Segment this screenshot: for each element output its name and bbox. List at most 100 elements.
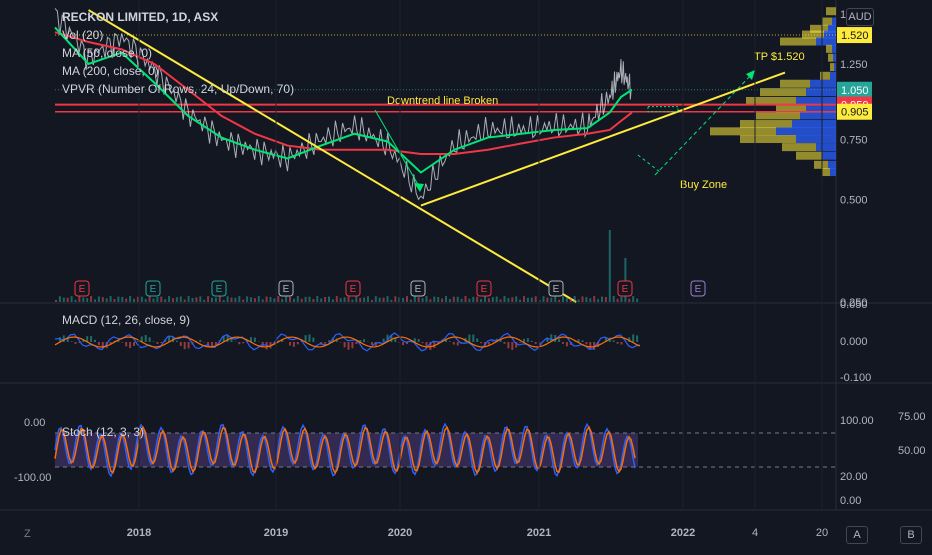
volume-bar (324, 297, 326, 302)
symbol-title[interactable]: RECKON LIMITED, 1D, ASX (62, 8, 294, 26)
stoch-right-tick: 100.00 (840, 415, 874, 427)
earnings-marker[interactable]: E (477, 281, 491, 296)
vpvr-bar-down (780, 80, 810, 88)
volume-bar (125, 299, 127, 302)
volume-bar (293, 299, 295, 302)
macd-histogram-bar (293, 342, 295, 347)
earnings-marker[interactable]: E (549, 281, 563, 296)
volume-bar (554, 296, 556, 302)
vpvr-bar-down (826, 7, 836, 15)
macd-histogram-bar (589, 342, 591, 349)
auto-scale-button[interactable]: A (846, 526, 868, 544)
macd-histogram-bar (402, 342, 404, 345)
volume-bar (94, 299, 96, 302)
macd-histogram-bar (355, 342, 357, 344)
volume-bar (129, 296, 131, 302)
macd-histogram-bar (254, 338, 256, 342)
earnings-marker[interactable]: E (411, 281, 425, 296)
log-scale-button[interactable]: B (900, 526, 922, 544)
vpvr-bar-up (792, 120, 836, 128)
volume-bar (160, 297, 162, 302)
time-tick-label: 20 (816, 527, 828, 539)
vpvr-bar-up (776, 127, 836, 135)
macd-histogram-bar (348, 342, 350, 350)
earnings-marker[interactable]: E (75, 281, 89, 296)
volume-bar (476, 297, 478, 302)
earnings-marker-label: E (622, 284, 629, 295)
volume-bar (312, 299, 314, 302)
volume-bar (609, 230, 611, 302)
volume-bar (496, 296, 498, 302)
macd-histogram-bar (472, 335, 474, 342)
earnings-marker-label: E (415, 284, 422, 295)
vpvr-bar-down (814, 161, 828, 169)
volume-bar (164, 299, 166, 302)
macd-histogram-bar (566, 342, 568, 346)
volume-bar (632, 296, 634, 302)
volume-bar (309, 297, 311, 302)
macd-histogram-bar (156, 342, 158, 344)
volume-bar (414, 296, 416, 302)
volume-bar (117, 297, 119, 302)
volume-bar (192, 298, 194, 302)
vpvr-bar-up (822, 152, 836, 160)
volume-bar (351, 300, 353, 302)
macd-histogram-bar (188, 342, 190, 348)
price-badge-label: 1.050 (841, 85, 869, 97)
stoch-left-tick: -100.00 (14, 472, 51, 484)
zoom-button[interactable]: Z (24, 528, 31, 540)
volume-bar (593, 296, 595, 302)
macd-histogram-bar (125, 342, 127, 346)
vpvr-bar-down (710, 127, 776, 135)
volume-bar (426, 296, 428, 302)
indicator-vol[interactable]: Vol (20) (62, 26, 294, 44)
macd-histogram-bar (149, 337, 151, 342)
time-tick-label: 2019 (264, 527, 288, 539)
stoch-label[interactable]: Stoch (12, 3, 3) (62, 425, 144, 439)
volume-bar (211, 298, 213, 302)
macd-tick-label: 0.050 (840, 299, 868, 311)
volume-bar (507, 298, 509, 302)
indicator-vpvr[interactable]: VPVR (Number Of Rows, 24, Up/Down, 70) (62, 80, 294, 98)
time-tick-label: 4 (752, 527, 758, 539)
vpvr-bar-up (830, 168, 836, 176)
volume-bar (433, 297, 435, 302)
vpvr-bar-up (796, 135, 836, 143)
volume-bar (78, 296, 80, 302)
volume-bar (605, 297, 607, 302)
earnings-marker[interactable]: E (212, 281, 226, 296)
volume-bar (215, 298, 217, 302)
volume-bar (285, 297, 287, 302)
volume-bar (336, 296, 338, 302)
volume-bar (316, 296, 318, 302)
macd-label[interactable]: MACD (12, 26, close, 9) (62, 313, 190, 327)
macd-histogram-bar (121, 342, 123, 343)
macd-histogram-bar (289, 342, 291, 346)
macd-histogram-bar (184, 342, 186, 349)
volume-bar (387, 296, 389, 302)
earnings-marker[interactable]: E (618, 281, 632, 296)
volume-bar (98, 296, 100, 302)
indicator-ma50[interactable]: MA (50, close, 0) (62, 44, 294, 62)
earnings-marker-label: E (150, 284, 157, 295)
volume-bar (546, 298, 548, 302)
volume-bar (199, 296, 201, 302)
volume-bar (184, 299, 186, 302)
volume-bar (535, 296, 537, 302)
earnings-marker[interactable]: E (146, 281, 160, 296)
earnings-marker[interactable]: E (346, 281, 360, 296)
volume-bar (578, 299, 580, 302)
macd-histogram-bar (558, 339, 560, 342)
vpvr-bar-down (740, 135, 796, 143)
legend-block: RECKON LIMITED, 1D, ASX Vol (20) MA (50,… (62, 8, 294, 98)
vpvr-bar-up (832, 45, 836, 53)
indicator-ma200[interactable]: MA (200, close, 0) (62, 62, 294, 80)
earnings-marker[interactable]: E (691, 281, 705, 296)
currency-button[interactable]: AUD (846, 8, 874, 26)
volume-bar (266, 296, 268, 302)
volume-bar (238, 296, 240, 302)
earnings-marker[interactable]: E (279, 281, 293, 296)
stoch-left-tick: 0.00 (24, 417, 45, 429)
volume-bar (472, 297, 474, 302)
volume-bar (492, 297, 494, 302)
